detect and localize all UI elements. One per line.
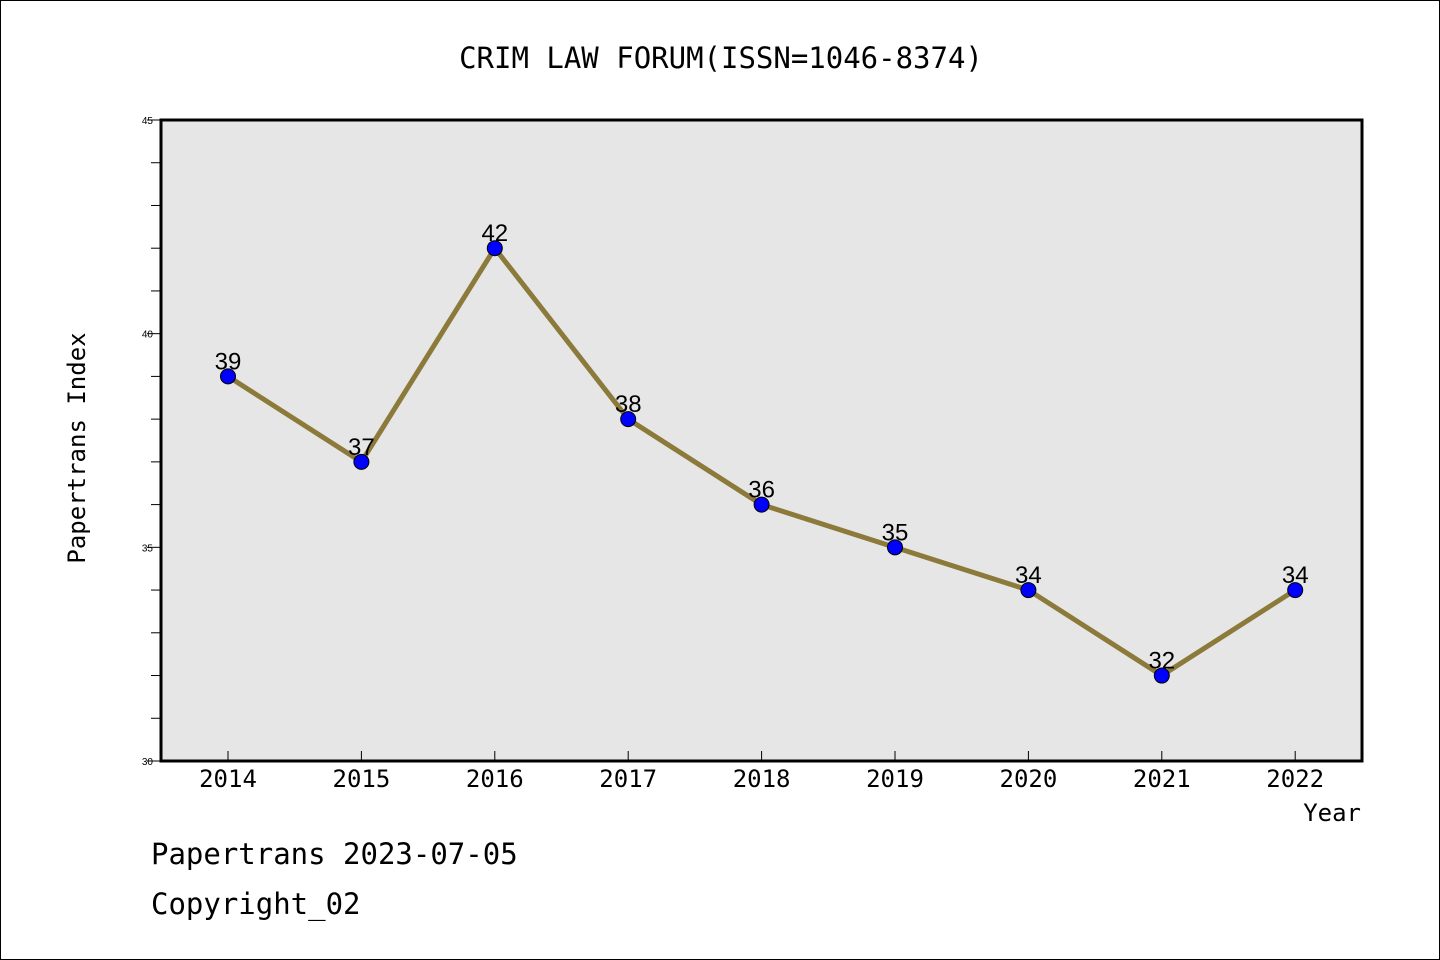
x-tick-label: 2017 xyxy=(599,765,657,793)
data-point-marker xyxy=(1287,582,1304,599)
chart-title: CRIM LAW FORUM(ISSN=1046-8374) xyxy=(459,41,983,75)
data-point-marker xyxy=(620,411,637,428)
y-tick-label: 40 xyxy=(142,330,154,341)
y-tick-label: 45 xyxy=(142,116,154,127)
data-label: 32 xyxy=(1148,648,1175,675)
data-point-marker xyxy=(1153,667,1170,684)
copyright-text: Copyright_02 xyxy=(151,887,361,921)
x-tick-label: 2018 xyxy=(733,765,791,793)
source-date-text: Papertrans 2023-07-05 xyxy=(151,837,518,871)
y-axis: 30 35 40 45 xyxy=(142,116,161,768)
data-point-marker xyxy=(753,496,770,513)
data-label: 42 xyxy=(481,220,508,247)
data-point-marker xyxy=(353,453,370,470)
data-label: 36 xyxy=(748,477,775,504)
x-tick-label: 2022 xyxy=(1266,765,1324,793)
data-label: 34 xyxy=(1282,562,1309,589)
data-points: 39 37 42 38 36 35 34 32 34 xyxy=(215,220,1309,684)
data-label: 38 xyxy=(615,391,642,418)
x-tick-label: 2021 xyxy=(1133,765,1191,793)
plot-area xyxy=(159,118,1364,763)
data-point-marker xyxy=(1020,582,1037,599)
data-label: 37 xyxy=(348,434,375,461)
data-point-marker xyxy=(486,240,503,257)
x-tick-label: 2016 xyxy=(466,765,524,793)
data-point-marker xyxy=(220,368,236,385)
y-tick-label: 30 xyxy=(142,757,154,768)
y-axis-label: Papertrans Index xyxy=(63,332,91,563)
data-label: 34 xyxy=(1015,562,1042,589)
x-tick-label: 2014 xyxy=(199,765,257,793)
x-axis-label: Year xyxy=(1303,799,1361,827)
x-axis: 2014 2015 2016 2017 2018 2019 2020 2021 2022 xyxy=(199,751,1324,793)
data-label: 35 xyxy=(882,519,909,546)
data-label: 39 xyxy=(215,348,242,375)
x-tick-label: 2015 xyxy=(333,765,391,793)
y-tick-label: 35 xyxy=(142,543,154,554)
x-tick-label: 2020 xyxy=(1000,765,1058,793)
data-point-marker xyxy=(887,539,903,556)
x-tick-label: 2019 xyxy=(866,765,924,793)
